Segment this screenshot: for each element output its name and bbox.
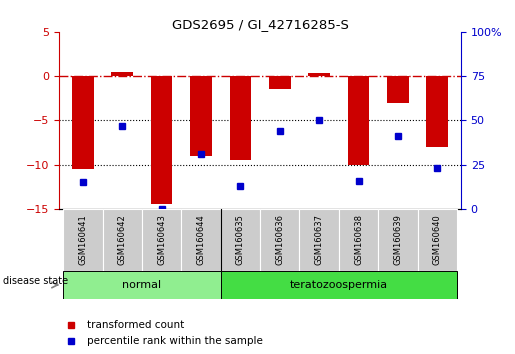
Text: GSM160638: GSM160638 [354, 214, 363, 266]
Bar [221, 271, 457, 299]
Bar [72, 76, 94, 169]
Bar [111, 72, 133, 76]
Bar [151, 76, 173, 205]
Bar [190, 76, 212, 156]
Bar [299, 209, 339, 271]
Text: GSM160639: GSM160639 [393, 215, 402, 265]
Bar [269, 76, 290, 89]
Text: GSM160643: GSM160643 [157, 215, 166, 265]
Text: percentile rank within the sample: percentile rank within the sample [88, 336, 263, 346]
Bar [418, 209, 457, 271]
Text: disease state: disease state [3, 276, 67, 286]
Bar [378, 209, 418, 271]
Bar [387, 76, 409, 103]
Bar [63, 209, 102, 271]
Text: GSM160641: GSM160641 [78, 215, 88, 265]
Bar [142, 209, 181, 271]
Text: transformed count: transformed count [88, 320, 184, 330]
Bar [339, 209, 378, 271]
Bar [308, 74, 330, 76]
Text: GSM160637: GSM160637 [315, 214, 323, 266]
Bar [426, 76, 448, 147]
Text: normal: normal [123, 280, 162, 290]
Title: GDS2695 / GI_42716285-S: GDS2695 / GI_42716285-S [171, 18, 349, 31]
Bar [63, 271, 221, 299]
Bar [181, 209, 221, 271]
Bar [102, 209, 142, 271]
Text: teratozoospermia: teratozoospermia [290, 280, 388, 290]
Bar [221, 209, 260, 271]
Text: GSM160644: GSM160644 [197, 215, 205, 265]
Text: GSM160636: GSM160636 [275, 214, 284, 266]
Bar [348, 76, 369, 165]
Text: GSM160642: GSM160642 [118, 215, 127, 265]
Bar [260, 209, 299, 271]
Bar [230, 76, 251, 160]
Text: GSM160635: GSM160635 [236, 215, 245, 265]
Text: GSM160640: GSM160640 [433, 215, 442, 265]
